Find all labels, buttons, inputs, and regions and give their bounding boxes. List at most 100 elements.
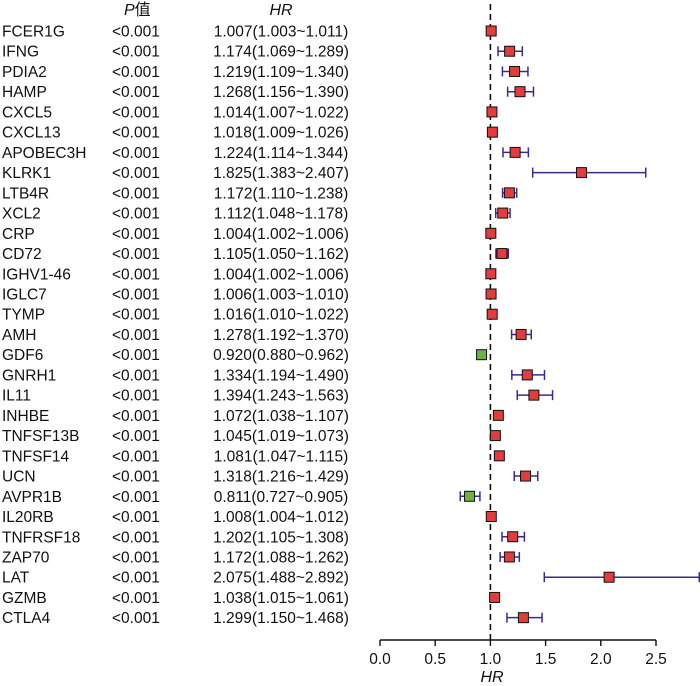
hr-marker <box>528 389 540 401</box>
hr-ci-text: 1.081(1.047~1.115) <box>214 448 349 465</box>
hr-ci-text: 1.394(1.243~1.563) <box>213 388 349 405</box>
gene-label: IFNG <box>2 44 39 61</box>
x-axis: 0.0 0.5 1.0 1.5 2.0 2.5 <box>369 639 667 668</box>
x-tick-label: 0.0 <box>369 651 391 668</box>
hr-marker <box>497 207 509 219</box>
hr-ci-text: 0.811(0.727~0.905) <box>214 489 349 506</box>
hr-ci-text: 1.004(1.002~1.006) <box>213 226 349 243</box>
hr-marker <box>520 470 532 482</box>
gene-label: ZAP70 <box>2 549 50 566</box>
gene-label: HAMP <box>2 84 47 101</box>
gene-label: CXCL13 <box>2 125 61 142</box>
gene-label: IL20RB <box>2 509 54 526</box>
hr-marker <box>486 126 498 138</box>
gene-label: TNFSF13B <box>2 428 80 445</box>
gene-label: GNRH1 <box>2 367 56 384</box>
table-rows: FCER1G <0.001 1.007(1.003~1.011) IFNG <0.001… <box>2 24 349 628</box>
hr-ci-text: 1.004(1.002~1.006) <box>213 266 349 283</box>
p-value-header: P值 <box>124 1 151 19</box>
p-value: <0.001 <box>112 206 160 223</box>
p-value: <0.001 <box>112 469 160 486</box>
hr-marker <box>514 86 526 98</box>
x-tick-label: 2.0 <box>590 651 612 668</box>
gene-label: LTB4R <box>2 185 49 202</box>
p-value: <0.001 <box>112 84 160 101</box>
p-value: <0.001 <box>112 64 160 81</box>
hr-marker <box>485 288 497 300</box>
hr-ci-text: 1.219(1.109~1.340) <box>213 64 349 81</box>
hr-ci-text: 1.014(1.007~1.022) <box>213 104 349 121</box>
gene-label: GDF6 <box>2 347 43 364</box>
gene-label: CTLA4 <box>2 610 51 627</box>
p-value: <0.001 <box>112 327 160 344</box>
hr-marker <box>509 65 521 77</box>
hr-marker <box>485 25 497 37</box>
hr-ci-text: 1.008(1.004~1.012) <box>213 509 349 526</box>
hr-ci-text: 0.920(0.880~0.962) <box>213 347 349 364</box>
p-value: <0.001 <box>112 509 160 526</box>
hr-ci-text: 1.202(1.105~1.308) <box>213 529 349 546</box>
hr-marker <box>603 571 615 583</box>
p-value: <0.001 <box>112 165 160 182</box>
p-value: <0.001 <box>112 428 160 445</box>
hr-ci-text: 1.825(1.383~2.407) <box>213 165 349 182</box>
gene-label: AMH <box>2 327 36 344</box>
p-value: <0.001 <box>112 590 160 607</box>
gene-label: IGHV1-46 <box>2 266 71 283</box>
gene-label: IL11 <box>2 388 31 405</box>
hr-marker <box>507 531 519 543</box>
gene-label: CD72 <box>2 246 42 263</box>
hr-ci-text: 1.299(1.150~1.468) <box>213 610 349 627</box>
x-tick-label: 1.5 <box>535 651 557 668</box>
p-value: <0.001 <box>112 246 160 263</box>
p-value: <0.001 <box>112 226 160 243</box>
hr-marker <box>485 511 497 523</box>
p-value: <0.001 <box>112 24 160 41</box>
hr-ci-text: 2.075(1.488~2.892) <box>213 570 349 587</box>
hr-ci-text: 1.045(1.019~1.073) <box>213 428 349 445</box>
x-tick-label: 2.5 <box>645 651 667 668</box>
hr-ci-text: 1.174(1.069~1.289) <box>213 44 349 61</box>
hr-ci-text: 1.172(1.110~1.238) <box>214 185 349 202</box>
hr-header: HR <box>269 2 293 19</box>
p-value: <0.001 <box>112 286 160 303</box>
hr-marker <box>493 450 505 462</box>
hr-ci-text: 1.016(1.010~1.022) <box>213 307 349 324</box>
gene-label: TYMP <box>2 307 45 324</box>
p-value: <0.001 <box>112 549 160 566</box>
p-value: <0.001 <box>112 266 160 283</box>
p-value: <0.001 <box>112 610 160 627</box>
p-value: <0.001 <box>112 125 160 142</box>
gene-label: PDIA2 <box>2 64 47 81</box>
p-value: <0.001 <box>112 307 160 324</box>
x-tick-label: 1.0 <box>480 651 502 668</box>
gene-label: LAT <box>2 570 30 587</box>
p-value: <0.001 <box>112 570 160 587</box>
hr-marker <box>492 409 504 421</box>
hr-marker <box>503 551 515 563</box>
gene-label: FCER1G <box>2 24 65 41</box>
gene-label: CRP <box>2 226 35 243</box>
p-header-italic: P <box>124 2 135 19</box>
p-value: <0.001 <box>112 388 160 405</box>
hr-marker <box>517 612 529 624</box>
p-value: <0.001 <box>112 104 160 121</box>
hr-marker <box>575 167 587 179</box>
hr-marker <box>509 146 521 158</box>
hr-marker <box>486 308 498 320</box>
hr-ci-text: 1.038(1.015~1.061) <box>213 590 349 607</box>
x-axis-title: HR <box>480 669 504 686</box>
gene-label: APOBEC3H <box>2 145 86 162</box>
gene-label: TNFSF14 <box>2 448 70 465</box>
p-value: <0.001 <box>112 448 160 465</box>
p-value: <0.001 <box>112 145 160 162</box>
hr-ci-text: 1.224(1.114~1.344) <box>214 145 349 162</box>
hr-marker <box>486 106 498 118</box>
p-value: <0.001 <box>112 44 160 61</box>
p-value: <0.001 <box>112 408 160 425</box>
hr-marker <box>496 248 508 260</box>
hr-ci-text: 1.172(1.088~1.262) <box>213 549 349 566</box>
hr-ci-text: 1.006(1.003~1.010) <box>213 286 349 303</box>
hr-ci-text: 1.007(1.003~1.011) <box>214 24 349 41</box>
